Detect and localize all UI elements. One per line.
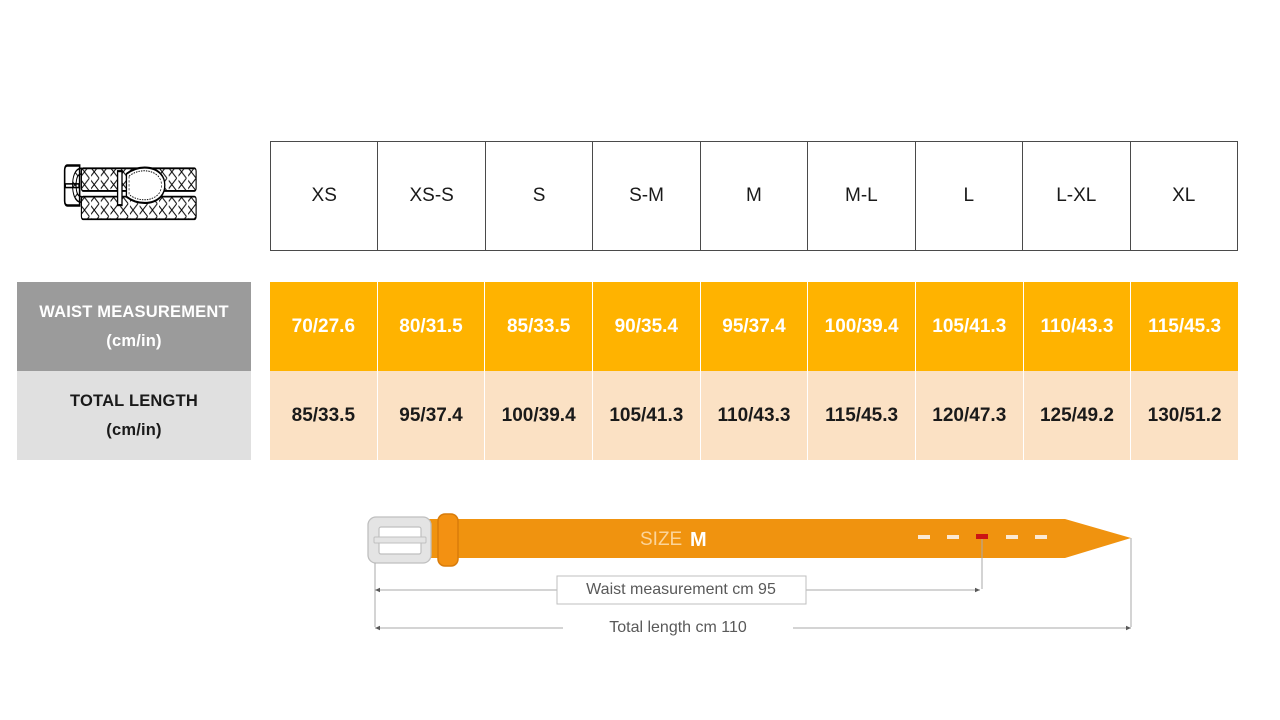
svg-text:SIZE: SIZE (640, 529, 682, 550)
svg-text:Total length cm 110: Total length cm 110 (609, 619, 747, 636)
svg-text:M: M (690, 529, 707, 551)
svg-text:Waist measurement cm 95: Waist measurement cm 95 (586, 581, 776, 598)
